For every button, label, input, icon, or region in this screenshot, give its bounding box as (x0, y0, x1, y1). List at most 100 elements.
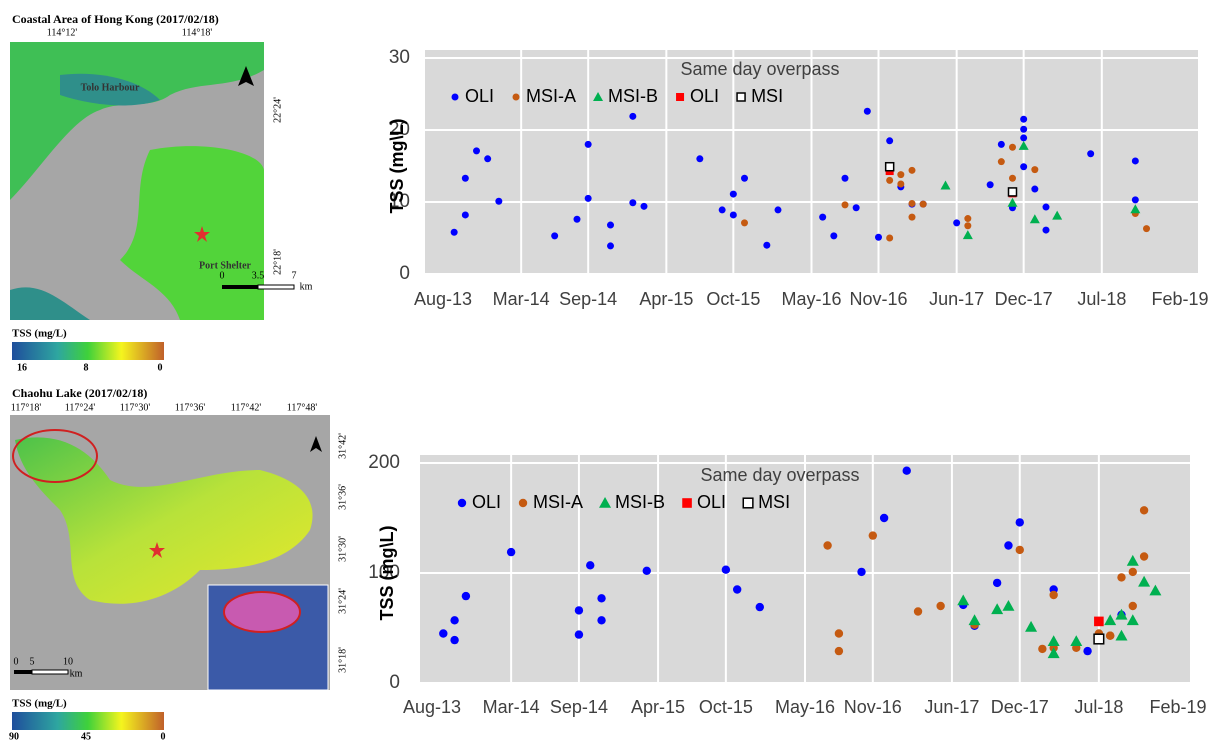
longitude-label: 117°36' (175, 402, 206, 413)
x-tick-label: Feb-19 (1149, 697, 1206, 717)
highlight-ellipse (12, 429, 98, 483)
data-point (1126, 614, 1139, 626)
data-point (968, 614, 981, 626)
x-tick-label: Aug-13 (414, 289, 472, 309)
data-point (1143, 225, 1150, 233)
longitude-label: 114°12' (47, 27, 78, 38)
data-point (1042, 226, 1050, 234)
legend-marker (599, 497, 612, 508)
scale-label: km (300, 281, 313, 292)
data-point (1031, 185, 1039, 193)
data-point (741, 219, 748, 227)
x-tick-label: Sep-14 (550, 697, 608, 717)
data-point (642, 566, 651, 575)
data-point (1049, 590, 1058, 600)
legend-marker (518, 498, 528, 508)
data-point (1025, 620, 1038, 632)
place-label: Tolo Harbour (81, 82, 140, 93)
data-point (868, 531, 878, 540)
longitude-label: 117°24' (65, 402, 96, 413)
legend-marker (742, 497, 754, 509)
data-point (584, 194, 592, 202)
data-point (886, 234, 894, 242)
legend-marker (457, 498, 467, 508)
place-label: Port Shelter (199, 260, 251, 271)
legend-marker (451, 93, 459, 101)
data-point (1070, 635, 1083, 646)
legend-title: Same day overpass (700, 465, 859, 485)
data-point (629, 112, 637, 120)
colorbar-label: 45 (81, 731, 91, 742)
data-point (841, 201, 849, 209)
data-point (1087, 150, 1095, 158)
data-point (1139, 506, 1149, 515)
data-point (573, 215, 581, 223)
data-point (1020, 163, 1028, 171)
x-tick-label: Dec-17 (991, 697, 1049, 717)
data-point (1138, 575, 1151, 587)
data-point (1149, 584, 1162, 596)
data-point (1131, 157, 1139, 165)
data-point (823, 541, 832, 550)
data-point (1020, 125, 1028, 133)
colorbar-title: TSS (mg/L) (12, 328, 67, 340)
colorbar-label: 90 (9, 731, 19, 742)
charts: 0 10 20 30 Aug-13 Mar-14 Sep-14 Apr-15 Oct-15 May… (368, 47, 1208, 717)
colorbar-label: 8 (84, 362, 89, 373)
map-title: Chaohu Lake (2017/02/18) (12, 386, 147, 400)
data-point (732, 585, 742, 594)
data-point (1007, 197, 1018, 207)
x-tick-label: Nov-16 (844, 697, 902, 717)
data-point (774, 206, 782, 214)
data-point (1094, 616, 1104, 627)
data-point (551, 232, 559, 240)
data-point (957, 594, 970, 606)
scale-label: 7 (292, 270, 297, 281)
data-point (1128, 567, 1137, 577)
data-point (884, 161, 895, 172)
data-point (586, 561, 595, 570)
legend-label: MSI (751, 86, 783, 106)
data-point (908, 199, 916, 207)
data-point (763, 241, 771, 249)
colorbar (12, 712, 164, 730)
y-axis-title: TSS (mg\L) (387, 119, 407, 214)
legend-label: MSI-A (533, 492, 583, 512)
data-point (897, 180, 905, 188)
data-point (461, 591, 471, 601)
scale-label: 0 (220, 270, 225, 281)
data-point (1047, 635, 1060, 646)
scale-label: km (70, 668, 83, 679)
station-star (194, 226, 210, 242)
water (10, 287, 90, 320)
data-point (986, 181, 994, 189)
y-axis-title: TSS (mg\L) (377, 526, 397, 621)
legend-title: Same day overpass (680, 59, 839, 79)
data-point (908, 213, 916, 221)
data-point (1031, 166, 1039, 174)
data-point (1115, 608, 1128, 620)
data-point (1042, 203, 1050, 211)
data-point (964, 215, 972, 223)
map-title: Coastal Area of Hong Kong (2017/02/18) (12, 12, 219, 26)
scale-label: 10 (63, 656, 73, 667)
data-point (953, 219, 961, 227)
data-point (841, 174, 849, 182)
data-point (597, 594, 606, 603)
data-point (696, 155, 704, 163)
data-point (1093, 633, 1105, 645)
data-point (640, 202, 648, 210)
latitude-label: 31°36' (337, 484, 348, 510)
data-point (936, 601, 945, 611)
data-point (1083, 646, 1092, 656)
data-point (450, 616, 459, 625)
data-point (755, 602, 764, 612)
data-point (721, 565, 731, 574)
y-tick-label: 10 (389, 191, 410, 212)
legend-marker (682, 498, 692, 508)
x-tick-label: Feb-19 (1151, 289, 1208, 309)
data-point (830, 232, 838, 240)
water (120, 146, 264, 320)
data-point (450, 635, 459, 645)
